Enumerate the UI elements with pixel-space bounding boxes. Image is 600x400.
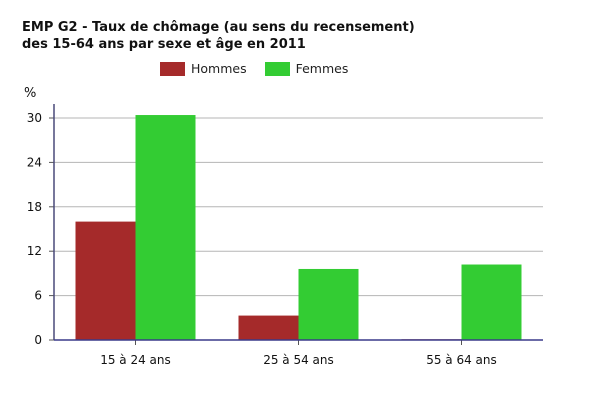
- bar-femmes-1: [135, 115, 196, 340]
- chart-title-line-2: des 15-64 ans par sexe et âge en 2011: [22, 37, 306, 52]
- legend-label-femmes: Femmes: [295, 61, 349, 76]
- x-tick-label: 25 à 54 ans: [263, 353, 334, 367]
- y-tick-label: 12: [27, 244, 42, 258]
- y-tick-label: 6: [34, 289, 42, 303]
- legend-swatch-hommes: [160, 61, 185, 76]
- bar-femmes-2: [298, 268, 359, 340]
- bar-hommes-1: [75, 221, 136, 340]
- chart-title: EMP G2 - Taux de chômage (au sens du rec…: [22, 19, 415, 53]
- bar-femmes-3: [461, 264, 522, 340]
- y-tick-label: 18: [27, 200, 42, 214]
- legend-label-hommes: Hommes: [191, 61, 247, 76]
- y-tick-label: 24: [27, 155, 42, 169]
- legend: Hommes Femmes: [160, 61, 366, 76]
- legend-item-femmes: Femmes: [264, 61, 349, 76]
- legend-swatch-femmes: [264, 61, 290, 76]
- y-tick-label: 0: [34, 333, 42, 347]
- x-tick-label: 15 à 24 ans: [100, 353, 171, 367]
- y-tick-label: 30: [27, 111, 42, 125]
- legend-item-hommes: Hommes: [160, 61, 247, 76]
- y-axis-unit-label: %: [24, 86, 37, 101]
- x-tick-label: 55 à 64 ans: [426, 353, 497, 367]
- bar-hommes-2: [238, 315, 299, 340]
- chart-title-line-1: EMP G2 - Taux de chômage (au sens du rec…: [22, 20, 415, 35]
